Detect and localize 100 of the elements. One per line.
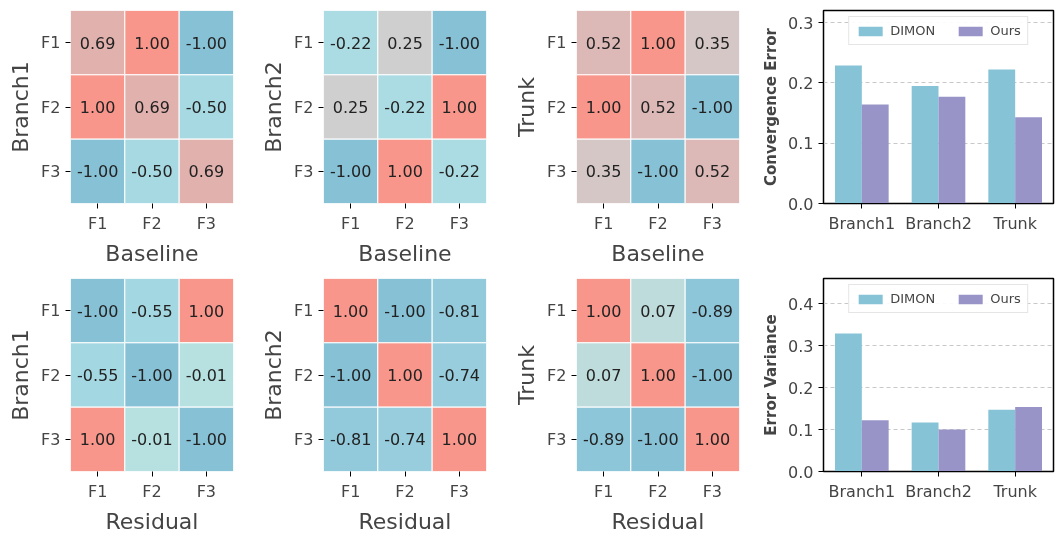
data-label: 1.00: [585, 98, 622, 117]
y-tick-label: F3: [294, 161, 314, 181]
x-axis-title: Residual: [358, 508, 452, 534]
data-label: 1.00: [441, 430, 478, 450]
x-tick-label: Trunk: [992, 213, 1038, 233]
data-label: 1.00: [188, 301, 225, 321]
y-tick-label: F2: [547, 97, 567, 117]
x-tick-label: F3: [702, 213, 723, 233]
data-label: 0.25: [387, 33, 423, 53]
data-label: 0.07: [640, 301, 676, 321]
legend-label: DIMON: [890, 23, 936, 38]
y-tick-label: 0.1: [788, 420, 814, 440]
y-tick-label: 0.3: [788, 336, 814, 356]
data-label: -1.00: [384, 301, 426, 321]
y-tick-label: F1: [294, 301, 314, 321]
x-tick-label: F3: [449, 481, 470, 501]
data-label: 0.52: [585, 33, 622, 53]
x-tick-label: Branch1: [828, 481, 896, 501]
y-tick-label: F1: [547, 33, 567, 53]
y-tick-label: F1: [41, 301, 61, 321]
data-label: -1.00: [185, 33, 228, 53]
x-tick-label: F3: [196, 213, 217, 233]
y-tick-label: F2: [547, 365, 567, 385]
data-label: -1.00: [691, 98, 734, 117]
y-tick-label: 0.2: [788, 378, 814, 398]
y-tick-label: 0.0: [788, 194, 814, 214]
data-label: 0.69: [134, 98, 170, 117]
x-tick-label: F2: [142, 481, 162, 501]
data-label: -1.00: [691, 366, 734, 385]
data-label: -1.00: [131, 366, 173, 385]
x-tick-label: F3: [196, 481, 217, 501]
data-label: -0.74: [384, 430, 426, 450]
y-axis-title: Branch1: [8, 61, 34, 153]
data-label: -0.22: [438, 162, 481, 182]
x-tick-label: F1: [87, 213, 108, 233]
legend-label: DIMON: [890, 291, 936, 306]
data-label: 1.00: [79, 98, 116, 117]
y-tick-label: F3: [294, 429, 314, 449]
x-tick-label: F2: [648, 481, 668, 501]
data-label: 1.00: [387, 366, 423, 385]
data-label: 1.00: [694, 430, 731, 450]
data-label: 0.69: [188, 162, 225, 182]
data-label: -0.01: [185, 366, 228, 385]
data-label: 0.69: [79, 33, 116, 53]
x-tick-label: Branch1: [828, 213, 896, 233]
y-tick-label: 0.3: [788, 13, 814, 33]
data-label: 0.07: [585, 366, 622, 385]
data-label: 1.00: [134, 33, 170, 53]
y-tick-label: F2: [294, 365, 314, 385]
data-label: 1.00: [585, 301, 622, 321]
y-tick-label: 0.1: [788, 134, 814, 154]
y-tick-label: F2: [294, 97, 314, 117]
x-axis-title: Residual: [611, 508, 705, 534]
data-label: -0.50: [185, 98, 228, 117]
x-tick-label: F1: [87, 481, 108, 501]
x-tick-label: F3: [702, 481, 723, 501]
data-label: 0.52: [640, 98, 676, 117]
data-label: -0.55: [76, 366, 119, 385]
y-axis-title: Trunk: [514, 344, 540, 406]
data-label: 0.25: [332, 98, 369, 117]
data-label: 1.00: [640, 33, 676, 53]
y-tick-label: F3: [41, 429, 61, 449]
x-tick-label: F1: [593, 213, 614, 233]
data-label: -0.89: [691, 301, 734, 321]
data-label: -1.00: [438, 33, 481, 53]
x-tick-label: F2: [395, 213, 415, 233]
y-axis-title: Convergence Error: [762, 27, 781, 186]
data-label: -0.74: [438, 366, 481, 385]
y-axis-title: Branch2: [261, 329, 287, 421]
y-tick-label: F1: [547, 301, 567, 321]
data-label: -0.89: [582, 430, 625, 450]
data-label: -1.00: [76, 301, 119, 321]
y-tick-label: 0.4: [788, 294, 814, 314]
data-label: -1.00: [329, 162, 372, 182]
x-tick-label: F2: [142, 213, 162, 233]
x-tick-label: F1: [593, 481, 614, 501]
x-axis-title: Baseline: [611, 240, 705, 266]
data-label: 1.00: [387, 162, 423, 182]
data-label: -1.00: [76, 162, 119, 182]
data-label: 0.35: [694, 33, 731, 53]
y-axis-title: Branch1: [8, 329, 34, 421]
x-tick-label: F1: [340, 213, 361, 233]
data-label: 0.52: [694, 162, 731, 182]
data-label: 1.00: [79, 430, 116, 450]
data-label: -1.00: [637, 162, 679, 182]
y-tick-label: F3: [41, 161, 61, 181]
data-label: 0.35: [585, 162, 622, 182]
data-label: -0.50: [131, 162, 173, 182]
y-tick-label: F2: [41, 365, 61, 385]
y-tick-label: F3: [547, 161, 567, 181]
data-label: -1.00: [637, 430, 679, 450]
x-axis-title: Baseline: [105, 240, 199, 266]
x-tick-label: Branch2: [905, 213, 972, 233]
x-axis-title: Baseline: [358, 240, 452, 266]
y-tick-label: F1: [294, 33, 314, 53]
data-label: -0.81: [438, 301, 481, 321]
legend-label: Ours: [990, 291, 1021, 306]
x-tick-label: Trunk: [992, 481, 1038, 501]
legend-label: Ours: [990, 23, 1021, 38]
data-label: 1.00: [441, 98, 478, 117]
